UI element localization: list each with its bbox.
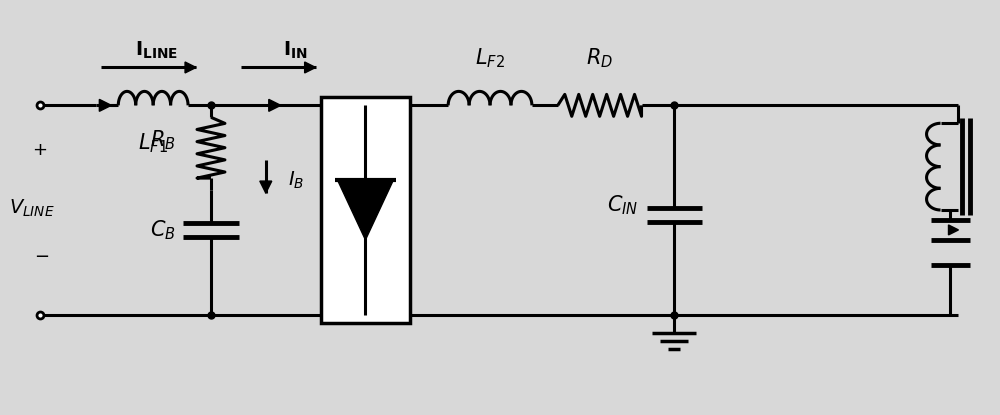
Text: $\mathit{R_B}$: $\mathit{R_B}$ bbox=[150, 128, 176, 152]
Polygon shape bbox=[305, 62, 316, 73]
Text: $\mathit{L_{F2}}$: $\mathit{L_{F2}}$ bbox=[475, 47, 505, 70]
Text: $\mathit{R_D}$: $\mathit{R_D}$ bbox=[586, 47, 613, 70]
Text: $\mathit{I_B}$: $\mathit{I_B}$ bbox=[288, 169, 304, 191]
Polygon shape bbox=[948, 225, 958, 235]
Polygon shape bbox=[185, 62, 196, 73]
Polygon shape bbox=[260, 181, 272, 193]
FancyBboxPatch shape bbox=[321, 98, 410, 322]
Text: $\mathit{C_{IN}}$: $\mathit{C_{IN}}$ bbox=[607, 193, 638, 217]
Text: $\mathit{L_{F1}}$: $\mathit{L_{F1}}$ bbox=[138, 132, 168, 155]
Text: $\mathbf{I_{IN}}$: $\mathbf{I_{IN}}$ bbox=[283, 40, 308, 61]
Text: $\mathit{C_B}$: $\mathit{C_B}$ bbox=[150, 218, 176, 242]
Text: $+$: $+$ bbox=[32, 141, 47, 159]
Polygon shape bbox=[269, 99, 281, 111]
Text: $\mathbf{I_{LINE}}$: $\mathbf{I_{LINE}}$ bbox=[135, 40, 178, 61]
Text: $\mathit{V_{LINE}}$: $\mathit{V_{LINE}}$ bbox=[9, 198, 54, 219]
Text: $-$: $-$ bbox=[34, 246, 49, 264]
Polygon shape bbox=[338, 180, 393, 240]
Polygon shape bbox=[99, 99, 111, 111]
